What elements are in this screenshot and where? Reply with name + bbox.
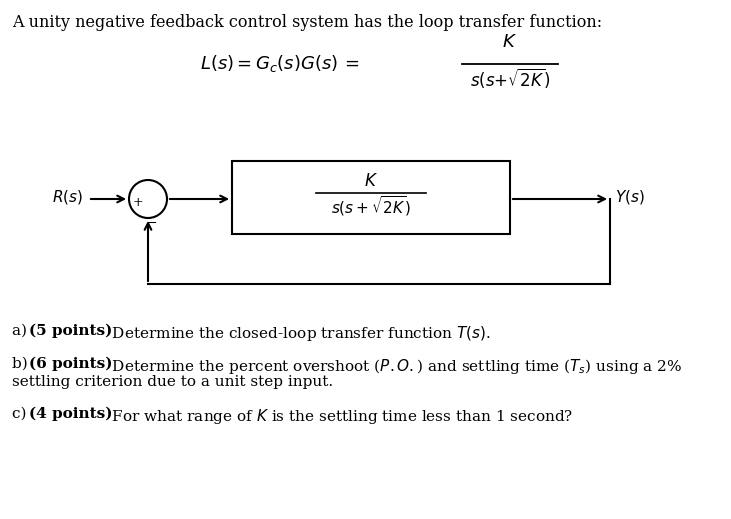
Text: For what range of $K$ is the settling time less than 1 second?: For what range of $K$ is the settling ti… [107,407,573,426]
Text: A unity negative feedback control system has the loop transfer function:: A unity negative feedback control system… [12,14,602,31]
Text: $s(s + \sqrt{2K})$: $s(s + \sqrt{2K})$ [331,195,411,218]
Text: $K$: $K$ [502,33,518,51]
Text: (6 points): (6 points) [29,357,113,372]
Text: $Y(s)$: $Y(s)$ [615,188,645,206]
Text: (4 points): (4 points) [29,407,113,421]
Text: c): c) [12,407,31,421]
Text: (5 points): (5 points) [29,324,113,338]
Text: $R(s)$: $R(s)$ [52,188,83,206]
Text: +: + [133,196,143,209]
Text: Determine the percent overshoot ($P.O.$) and settling time ($T_s$) using a 2%: Determine the percent overshoot ($P.O.$)… [107,357,682,376]
Text: b): b) [12,357,33,371]
Text: −: − [147,217,157,230]
Text: $L(s) = G_c(s)G(s)\,=$: $L(s) = G_c(s)G(s)\,=$ [200,53,359,75]
Text: settling criterion due to a unit step input.: settling criterion due to a unit step in… [12,375,333,389]
FancyBboxPatch shape [232,161,510,234]
Text: a): a) [12,324,32,338]
Text: $K$: $K$ [364,173,378,190]
Text: $s(s{+}\sqrt{2K})$: $s(s{+}\sqrt{2K})$ [470,66,550,90]
Text: Determine the closed-loop transfer function $T(s)$.: Determine the closed-loop transfer funct… [107,324,491,343]
